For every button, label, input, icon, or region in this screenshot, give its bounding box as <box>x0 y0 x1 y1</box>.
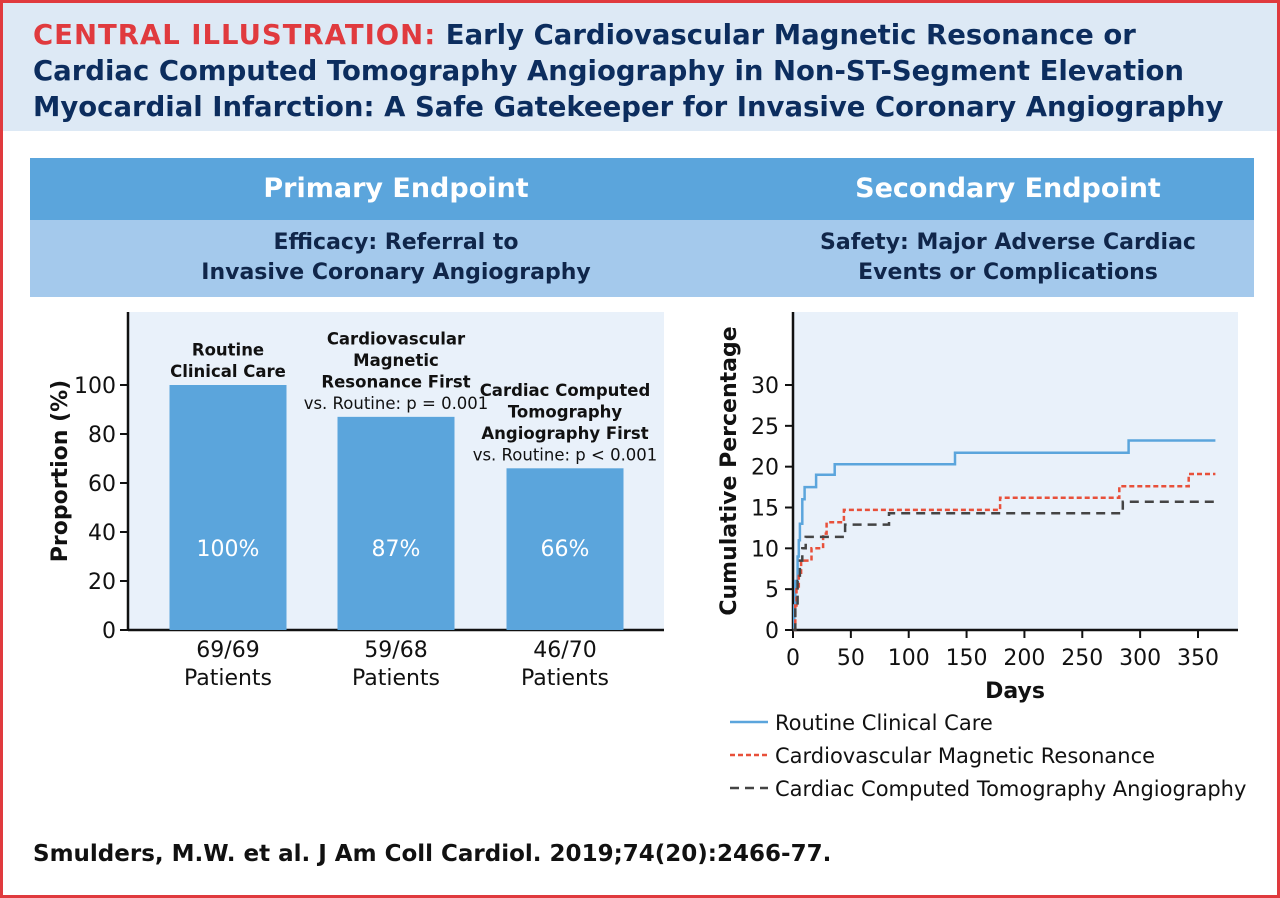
bar-count-label: 69/69 <box>196 638 259 663</box>
bar-title-line: Cardiac Computed <box>480 381 651 400</box>
line-x-tick-label: 150 <box>946 646 988 671</box>
line-x-tick-label: 250 <box>1061 646 1103 671</box>
km-curve-solid <box>792 439 1216 632</box>
km-curve-dashed <box>793 500 1216 632</box>
endpoint-subheading-band: Efficacy: Referral to Invasive Coronary … <box>30 220 1254 297</box>
bar <box>169 385 287 630</box>
legend-label: Cardiovascular Magnetic Resonance <box>775 744 1155 768</box>
bar-title-line: Clinical Care <box>170 362 286 381</box>
bar-value-label: 87% <box>372 537 421 562</box>
title-prefix: CENTRAL ILLUSTRATION: <box>33 19 437 51</box>
bar <box>337 416 455 630</box>
title-banner: CENTRAL ILLUSTRATION: Early Cardiovascul… <box>3 3 1277 131</box>
primary-subheading-line-1: Efficacy: Referral to <box>273 230 519 255</box>
line-x-tick-label: 50 <box>837 646 865 671</box>
line-y-tick-label: 25 <box>751 415 779 440</box>
line-chart-background <box>793 312 1238 630</box>
line-y-tick-label: 15 <box>751 497 779 522</box>
bar-title-line: Routine <box>192 341 264 360</box>
bar-count-label: 59/68 <box>364 638 427 663</box>
km-curve-dotted <box>793 472 1216 632</box>
bar-value-label: 100% <box>197 537 260 562</box>
bar-value-label: 66% <box>541 537 590 562</box>
bar-count-label: 46/70 <box>533 638 596 663</box>
legend-label: Cardiac Computed Tomography Angiography <box>775 777 1246 801</box>
bar-title-line: Magnetic <box>353 351 439 370</box>
primary-subheading-line-2: Invasive Coronary Angiography <box>201 260 591 285</box>
figure-title: CENTRAL ILLUSTRATION: Early Cardiovascul… <box>33 17 1253 125</box>
endpoint-heading-band: Primary Endpoint Secondary Endpoint <box>30 158 1254 220</box>
secondary-subheading-line-2: Events or Complications <box>858 260 1158 285</box>
line-x-tick-label: 200 <box>1003 646 1045 671</box>
line-y-tick-label: 10 <box>751 537 779 562</box>
line-y-tick-label: 30 <box>751 374 779 399</box>
line-x-tick-label: 0 <box>786 646 800 671</box>
citation: Smulders, M.W. et al. J Am Coll Cardiol.… <box>33 841 832 867</box>
bar-title-line: Cardiovascular <box>327 329 466 348</box>
bar-y-tick-label: 0 <box>102 619 116 644</box>
line-y-tick-label: 5 <box>765 578 779 603</box>
bar <box>506 468 624 630</box>
legend-label: Routine Clinical Care <box>775 711 993 735</box>
bar-count-unit: Patients <box>521 666 609 691</box>
bar-p-value-note: vs. Routine: p < 0.001 <box>473 445 658 464</box>
bar-y-axis-label: Proportion (%) <box>48 380 73 562</box>
primary-endpoint-subheading: Efficacy: Referral to Invasive Coronary … <box>30 228 762 288</box>
secondary-endpoint-subheading: Safety: Major Adverse Cardiac Events or … <box>762 228 1254 288</box>
bar-count-unit: Patients <box>352 666 440 691</box>
bar-title-line: Resonance First <box>321 372 470 391</box>
title-line-3: Myocardial Infarction: A Safe Gatekeeper… <box>33 91 1224 123</box>
bar-y-tick-label: 80 <box>88 423 116 448</box>
bar-y-tick-label: 20 <box>88 570 116 595</box>
primary-endpoint-heading: Primary Endpoint <box>263 173 529 204</box>
line-x-tick-label: 350 <box>1177 646 1219 671</box>
secondary-subheading-line-1: Safety: Major Adverse Cardiac <box>820 230 1196 255</box>
bar-y-tick-label: 100 <box>74 374 116 399</box>
line-y-axis-label: Cumulative Percentage <box>717 326 742 615</box>
bar-y-tick-label: 60 <box>88 472 116 497</box>
line-x-tick-label: 100 <box>888 646 930 671</box>
title-line-2: Cardiac Computed Tomography Angiography … <box>33 55 1184 87</box>
bar-count-unit: Patients <box>184 666 272 691</box>
bar-y-tick-label: 40 <box>88 521 116 546</box>
title-line-1: Early Cardiovascular Magnetic Resonance … <box>445 19 1136 51</box>
line-y-tick-label: 0 <box>765 619 779 644</box>
bar-title-line: Tomography <box>508 402 623 421</box>
secondary-endpoint-heading: Secondary Endpoint <box>855 173 1161 204</box>
line-x-axis-label: Days <box>985 679 1045 704</box>
bar-title-line: Angiography First <box>481 424 648 443</box>
line-y-tick-label: 20 <box>751 456 779 481</box>
bar-p-value-note: vs. Routine: p = 0.001 <box>304 394 489 413</box>
line-x-tick-label: 300 <box>1119 646 1161 671</box>
